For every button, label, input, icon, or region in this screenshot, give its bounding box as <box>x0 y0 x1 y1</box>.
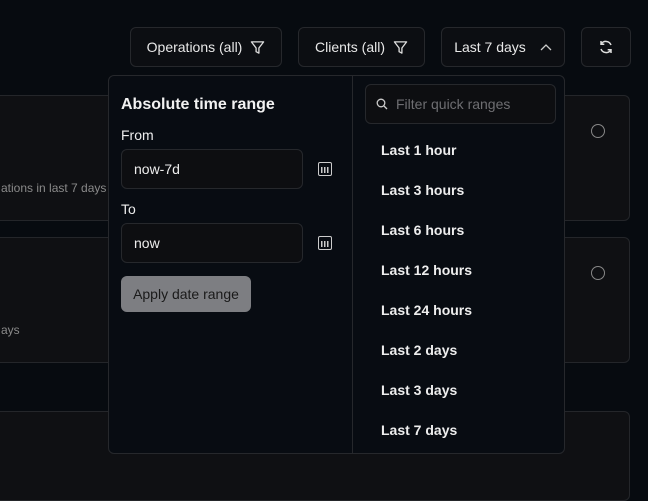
quick-range-search[interactable]: Filter quick ranges <box>365 84 556 124</box>
card-subtitle: ations in last 7 days <box>1 181 107 195</box>
quick-range-item[interactable]: Last 3 hours <box>381 182 465 198</box>
apply-date-range-button[interactable]: Apply date range <box>121 276 251 312</box>
quick-range-item[interactable]: Last 2 days <box>381 342 458 358</box>
search-icon <box>376 98 388 110</box>
from-input[interactable]: now-7d <box>121 149 303 189</box>
quick-range-item[interactable]: Last 7 days <box>381 422 458 438</box>
calendar-icon[interactable] <box>318 162 332 176</box>
quick-range-item[interactable]: Last 1 hour <box>381 142 457 158</box>
time-range-button[interactable]: Last 7 days <box>441 27 565 67</box>
filter-icon <box>393 40 408 54</box>
refresh-button[interactable] <box>581 27 631 67</box>
calendar-icon[interactable] <box>318 236 332 250</box>
from-label: From <box>121 127 154 143</box>
time-range-label: Last 7 days <box>454 39 526 55</box>
filter-icon <box>251 40 265 54</box>
search-placeholder: Filter quick ranges <box>396 96 511 112</box>
quick-range-item[interactable]: Last 3 days <box>381 382 458 398</box>
to-label: To <box>121 201 136 217</box>
quick-range-item[interactable]: Last 6 hours <box>381 222 465 238</box>
to-input[interactable]: now <box>121 223 303 263</box>
operations-label: Operations (all) <box>146 39 243 55</box>
time-range-popup: Absolute time range From now-7d To now A… <box>108 75 565 454</box>
smile-icon <box>591 124 605 138</box>
clients-filter-button[interactable]: Clients (all) <box>298 27 425 67</box>
chevron-up-icon <box>540 44 552 51</box>
operations-filter-button[interactable]: Operations (all) <box>130 27 282 67</box>
quick-range-item[interactable]: Last 12 hours <box>381 262 473 278</box>
quick-range-item[interactable]: Last 24 hours <box>381 302 473 318</box>
absolute-range-panel: Absolute time range From now-7d To now A… <box>109 76 353 453</box>
card-subtitle: ays <box>1 323 20 337</box>
refresh-icon <box>600 40 612 54</box>
absolute-range-title: Absolute time range <box>121 96 275 113</box>
clients-label: Clients (all) <box>314 39 385 55</box>
frown-icon <box>591 266 605 280</box>
